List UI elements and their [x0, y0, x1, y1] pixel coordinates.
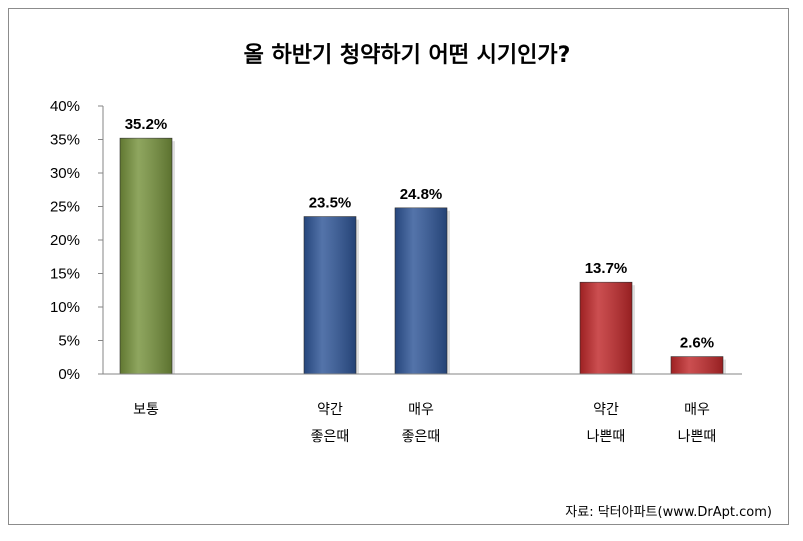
x-category-label: 나쁜때: [587, 429, 626, 445]
x-category-label: 매우: [684, 402, 710, 418]
y-tick-label: 35%: [50, 132, 80, 149]
bar-value-label: 23.5%: [309, 195, 352, 212]
y-axis: 0% 5% 10% 15% 20% 25% 30% 35% 40%: [50, 98, 104, 383]
y-tick-label: 0%: [58, 366, 80, 383]
x-category-label: 약간: [593, 402, 619, 418]
bars: 35.2% 23.5% 24.8% 13.7% 2.6%: [119, 116, 726, 375]
y-tick-label: 10%: [50, 299, 80, 316]
y-tick-label: 25%: [50, 199, 80, 216]
bar-shading: [304, 216, 356, 374]
bar-value-label: 35.2%: [125, 116, 168, 133]
y-tick-label: 5%: [58, 333, 80, 350]
y-tick-label: 30%: [50, 165, 80, 182]
x-category-label: 좋은때: [311, 429, 350, 445]
x-category-label: 매우: [408, 402, 434, 418]
y-tick-label: 20%: [50, 232, 80, 249]
x-category-label: 보통: [133, 402, 159, 418]
bar-shading: [120, 138, 172, 374]
x-category-label: 좋은때: [402, 429, 441, 445]
bar-value-label: 2.6%: [680, 335, 714, 352]
x-category-label: 약간: [317, 402, 343, 418]
x-category-label: 나쁜때: [678, 429, 717, 445]
y-tick-label: 40%: [50, 98, 80, 115]
bar-shading: [395, 207, 447, 374]
bar-value-label: 24.8%: [400, 186, 443, 203]
y-tick-label: 15%: [50, 266, 80, 283]
bar-shading: [671, 356, 723, 374]
chart-title: 올 하반기 청약하기 어떤 시기인가?: [244, 43, 571, 68]
source-note: 자료: 닥터아파트(www.DrApt.com): [565, 505, 772, 520]
bar-shading: [580, 282, 632, 374]
bar-value-label: 13.7%: [585, 260, 628, 277]
